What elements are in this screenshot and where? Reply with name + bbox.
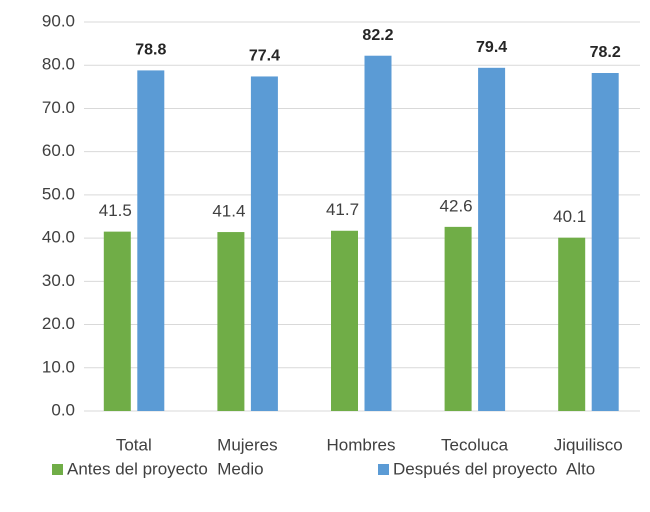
bar bbox=[103, 231, 131, 411]
legend-swatch bbox=[378, 464, 389, 475]
y-tick-label: 80.0 bbox=[42, 55, 75, 74]
x-tick-label: Total bbox=[116, 435, 152, 454]
bar bbox=[591, 73, 619, 411]
y-tick-label: 40.0 bbox=[42, 228, 75, 247]
y-tick-label: 70.0 bbox=[42, 98, 75, 117]
bar bbox=[137, 70, 165, 412]
data-label: 41.7 bbox=[326, 200, 359, 219]
bar bbox=[364, 55, 392, 412]
data-label: 40.1 bbox=[553, 207, 586, 226]
legend-label: Después del proyecto Alto bbox=[393, 459, 595, 478]
data-label: 41.5 bbox=[99, 201, 132, 220]
data-label: 79.4 bbox=[476, 39, 507, 56]
bar bbox=[331, 230, 358, 411]
bar bbox=[217, 232, 245, 411]
legend-label: Antes del proyecto Medio bbox=[67, 459, 264, 478]
data-label: 77.4 bbox=[249, 48, 280, 65]
y-tick-label: 10.0 bbox=[42, 357, 75, 376]
data-label: 41.4 bbox=[212, 202, 245, 221]
data-label: 42.6 bbox=[440, 196, 473, 215]
data-label: 78.2 bbox=[590, 44, 621, 61]
bar bbox=[558, 237, 586, 411]
y-tick-label: 90.0 bbox=[42, 11, 75, 30]
data-label: 82.2 bbox=[362, 27, 393, 44]
y-tick-label: 0.0 bbox=[51, 400, 75, 419]
y-tick-label: 30.0 bbox=[42, 271, 75, 290]
x-tick-label: Hombres bbox=[327, 435, 396, 454]
y-tick-label: 50.0 bbox=[42, 184, 75, 203]
x-tick-label: Tecoluca bbox=[441, 435, 509, 454]
bar bbox=[250, 76, 278, 412]
bar bbox=[444, 226, 472, 411]
bar bbox=[478, 67, 506, 411]
data-label: 78.8 bbox=[135, 42, 166, 59]
x-tick-label: Jiquilisco bbox=[554, 435, 623, 454]
y-tick-label: 60.0 bbox=[42, 141, 75, 160]
legend-swatch bbox=[52, 464, 63, 475]
x-tick-label: Mujeres bbox=[217, 435, 277, 454]
y-tick-label: 20.0 bbox=[42, 314, 75, 333]
